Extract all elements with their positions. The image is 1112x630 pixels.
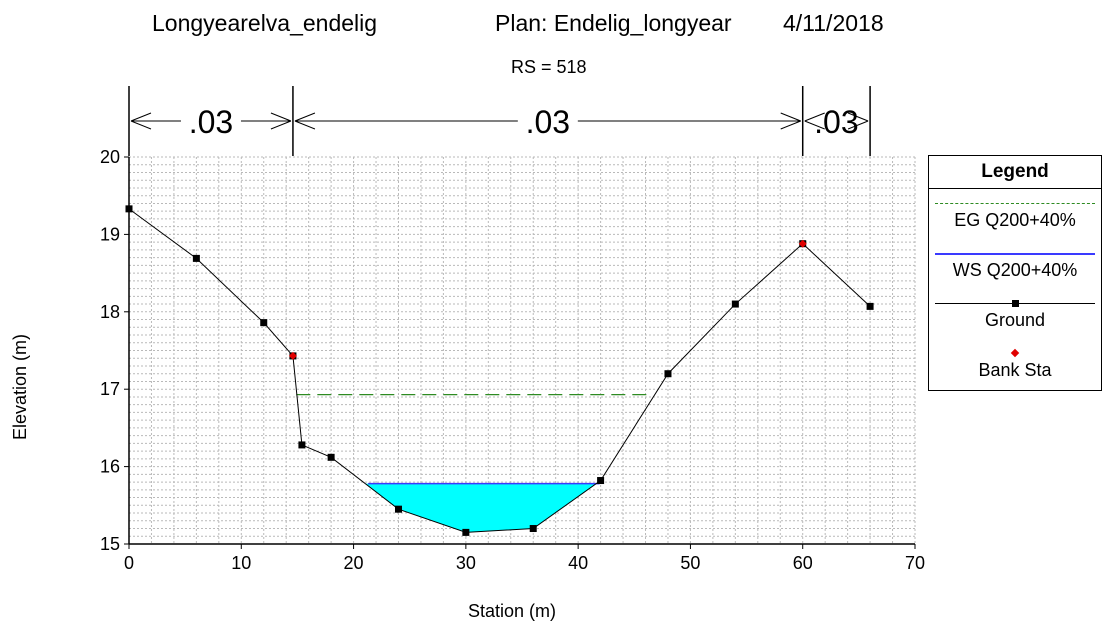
ground-point [192, 254, 200, 262]
legend-title: Legend [929, 156, 1101, 189]
ground-line [128, 208, 871, 533]
manning-arrowhead-left [130, 112, 152, 130]
y-tick-label: 16 [100, 457, 120, 477]
ground-line-swatch [935, 300, 1095, 307]
legend-label-bank: Bank Sta [978, 360, 1052, 380]
ws-line-swatch [935, 253, 1095, 255]
ground-point [298, 441, 306, 449]
legend-item-ws: WS Q200+40% [929, 239, 1101, 289]
legend-label-eg: EG Q200+40% [954, 210, 1076, 230]
manning-arrowhead-left [804, 112, 825, 130]
legend-item-ground: Ground [929, 289, 1101, 339]
legend: Legend EG Q200+40% WS Q200+40% Ground Ba… [928, 155, 1102, 391]
date-label: 4/11/2018 [783, 10, 884, 36]
x-tick-label: 40 [568, 553, 588, 573]
plan-title: Plan: Endelig_longyear [495, 10, 732, 36]
ground-point [731, 300, 739, 308]
y-tick-label: 15 [100, 534, 120, 554]
eg-line-swatch [935, 203, 1095, 204]
water-fill [365, 483, 597, 533]
ground-point [125, 205, 133, 213]
y-tick-label: 19 [100, 224, 120, 244]
x-tick-label: 20 [344, 553, 364, 573]
y-axis-label: Elevation (m) [10, 333, 30, 440]
ground-point [529, 525, 537, 533]
ground-point [664, 370, 672, 378]
legend-label-ws: WS Q200+40% [952, 260, 1078, 280]
project-title: Longyearelva_endelig [152, 10, 378, 36]
x-tick-label: 70 [905, 553, 925, 573]
river-station-label: RS = 518 [511, 57, 587, 77]
y-tick-label: 18 [100, 302, 120, 322]
ground-point [260, 319, 268, 327]
manning-n-label: .03 [189, 104, 233, 140]
legend-label-ground: Ground [984, 310, 1046, 330]
ground-point [394, 505, 402, 513]
bank-station-point [288, 351, 297, 360]
manning-arrowhead-right [270, 112, 292, 130]
manning-n-label: .03 [814, 104, 858, 140]
manning-n-label: .03 [526, 104, 570, 140]
ground-point [327, 453, 335, 461]
legend-item-eg: EG Q200+40% [929, 189, 1101, 239]
ground-point [597, 477, 605, 485]
legend-item-bank: Bank Sta [929, 339, 1101, 389]
x-tick-label: 10 [231, 553, 251, 573]
manning-arrowhead-right [780, 112, 801, 130]
x-tick-label: 30 [456, 553, 476, 573]
ground-point [866, 302, 874, 310]
bank-marker-swatch [935, 353, 1095, 355]
bank-station-point [798, 239, 807, 248]
y-tick-label: 20 [100, 147, 120, 167]
manning-arrowhead-left [294, 112, 316, 130]
manning-arrowhead-right [847, 112, 869, 130]
y-tick-label: 17 [100, 379, 120, 399]
ground-point [462, 528, 470, 536]
x-tick-label: 60 [793, 553, 813, 573]
x-tick-label: 50 [680, 553, 700, 573]
x-tick-label: 0 [124, 553, 134, 573]
x-axis-label: Station (m) [468, 601, 557, 621]
